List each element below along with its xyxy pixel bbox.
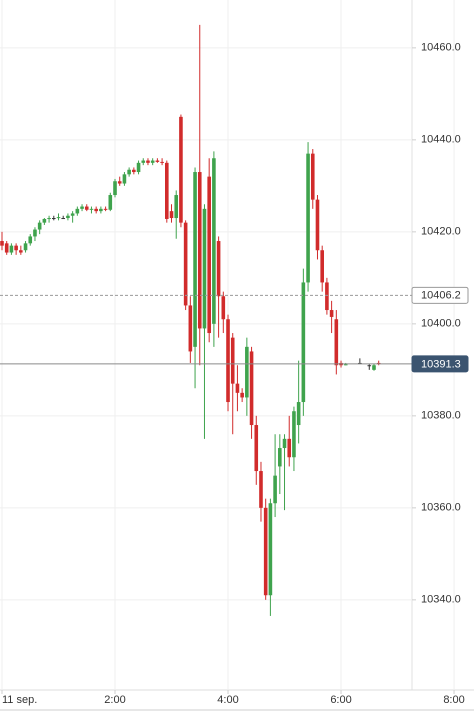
y-tick-label: 10360.0 [421, 502, 461, 514]
candle-body [183, 222, 188, 306]
x-tick-label: 2:00 [104, 694, 125, 706]
candle-body [216, 241, 221, 297]
candle-body [226, 319, 230, 403]
candle-body [254, 425, 259, 472]
candle-body [169, 211, 174, 219]
candle-body [127, 169, 131, 175]
y-tick-label: 10340.0 [421, 594, 461, 606]
candle-body [14, 245, 18, 251]
candle-body [240, 392, 244, 398]
candle-body [202, 208, 207, 329]
candle-body [230, 337, 235, 384]
candle-body [315, 199, 320, 251]
candle-body [9, 245, 14, 253]
candle-body [155, 160, 160, 162]
candle-body [221, 296, 226, 320]
candle-body [103, 208, 108, 210]
candle-body [56, 217, 61, 219]
candle-body [160, 161, 164, 163]
candle-body [136, 162, 141, 173]
candle-body [47, 218, 51, 220]
candle-body [84, 206, 89, 210]
candle-body [51, 218, 56, 220]
candle-body [329, 310, 334, 317]
candle-body [0, 241, 4, 246]
candle-body [37, 222, 42, 230]
candle-body [179, 116, 183, 223]
price-label: 10406.2 [421, 290, 461, 302]
y-tick-label: 10380.0 [421, 410, 461, 422]
candle-body [310, 153, 315, 200]
candle-body [212, 158, 216, 324]
candle-body [268, 503, 273, 596]
x-tick-label: 8:00 [443, 694, 464, 706]
candle-body [174, 195, 179, 219]
price-label-box [411, 286, 469, 304]
candle-body [146, 160, 150, 163]
candle-body [197, 172, 202, 329]
candle-body [367, 365, 372, 367]
candle-body [325, 282, 329, 311]
x-tick-label: 4:00 [217, 694, 238, 706]
candle-body [273, 475, 277, 504]
candle-body [75, 208, 80, 214]
candle-body [320, 250, 324, 283]
candle-body [301, 282, 306, 403]
candle-body [61, 218, 66, 220]
candle-body [263, 507, 268, 596]
x-tick-label: 6:00 [330, 694, 351, 706]
candle-body [372, 365, 376, 370]
candle-body [4, 243, 9, 253]
candle-body [99, 208, 103, 212]
candle-body [188, 305, 193, 352]
candle-body [70, 213, 75, 216]
candle-body [89, 208, 94, 210]
candle-body [259, 471, 263, 508]
y-tick-label: 10400.0 [421, 318, 461, 330]
candle-body [23, 243, 28, 251]
candle-body [296, 402, 301, 426]
candle-body [278, 448, 282, 467]
y-tick-label: 10460.0 [421, 42, 461, 54]
candle-body [150, 160, 155, 163]
candle-body [108, 195, 113, 210]
candle-body [132, 169, 136, 173]
candle-body [287, 438, 292, 458]
candle-body [292, 411, 296, 458]
candle-body [117, 181, 122, 184]
candle-body [282, 438, 287, 449]
x-tick-label: 11 sep. [2, 694, 37, 706]
candle-body [66, 215, 70, 219]
price-label-box [411, 355, 469, 373]
candle-body [80, 206, 84, 209]
candle-body [245, 346, 249, 398]
y-tick-label: 10420.0 [421, 226, 461, 238]
y-tick-label: 10440.0 [421, 134, 461, 146]
candle-body [141, 160, 146, 163]
candle-body [193, 172, 197, 347]
price-label: 10391.3 [421, 358, 461, 370]
candle-body [122, 174, 127, 184]
candle-body [28, 236, 33, 244]
candle-body [33, 229, 37, 237]
candle-body [334, 319, 339, 366]
candle-body [306, 153, 310, 283]
candle-body [249, 351, 254, 426]
candle-body [19, 250, 23, 253]
candle-body [165, 162, 169, 219]
candle-body [94, 208, 98, 212]
candle-body [235, 383, 240, 393]
candle-body [343, 364, 348, 366]
candle-body [113, 181, 117, 196]
candle-body [207, 176, 211, 334]
candle-body [42, 218, 47, 223]
